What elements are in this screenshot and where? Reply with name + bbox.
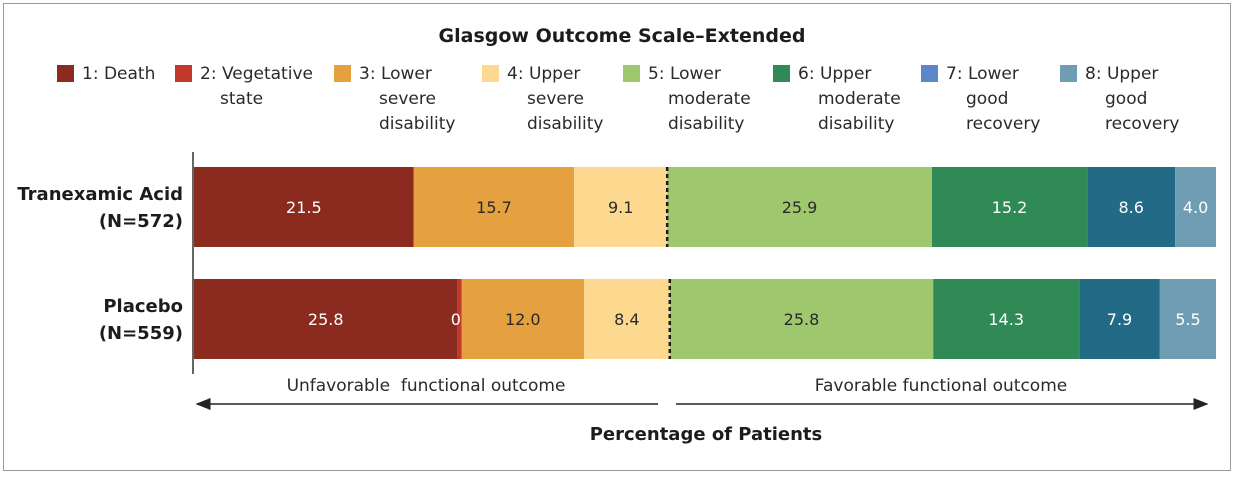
bar-segment	[194, 279, 458, 359]
data-label: 8.6	[1118, 198, 1143, 217]
legend-label: moderate	[668, 89, 751, 109]
data-label: 14.3	[988, 310, 1024, 329]
legend-label: 6: Upper	[798, 64, 871, 84]
data-label: 25.9	[782, 198, 818, 217]
bar-segment	[933, 279, 1080, 359]
data-label: 25.8	[308, 310, 344, 329]
bar-segment	[1087, 167, 1176, 247]
row-label: (N=572)	[99, 211, 183, 232]
bar-segment	[457, 279, 462, 359]
bar-segment	[1175, 167, 1216, 247]
unfavorable-outcome-label: Unfavorable functional outcome	[287, 376, 566, 396]
legend-label: 4: Upper	[507, 64, 580, 84]
data-label: 7.9	[1107, 310, 1132, 329]
legend-item: 7: Lower good recovery	[921, 64, 1040, 134]
legend-label: disability	[379, 114, 455, 134]
legend-label: recovery	[966, 114, 1040, 134]
legend-swatch	[334, 65, 351, 82]
legend-label: state	[220, 89, 263, 109]
bar-segment	[1079, 279, 1160, 359]
row-label: Tranexamic Acid	[17, 184, 183, 205]
legend-label: 7: Lower	[946, 64, 1019, 84]
x-axis-label: Percentage of Patients	[590, 424, 823, 445]
legend-swatch	[1060, 65, 1077, 82]
legend: 1: Death 2: Vegetative state 3: Lower severe…	[57, 64, 1179, 134]
chart-title: Glasgow Outcome Scale–Extended	[439, 25, 806, 47]
bar-segment	[931, 167, 1088, 247]
bar-segment	[669, 279, 934, 359]
data-label: 15.7	[476, 198, 512, 217]
legend-label: 1: Death	[82, 64, 155, 84]
bar-segment	[1159, 279, 1216, 359]
legend-label: disability	[527, 114, 603, 134]
data-label: 5.5	[1175, 310, 1200, 329]
legend-label: 8: Upper	[1085, 64, 1158, 84]
data-label: 4.0	[1183, 198, 1208, 217]
legend-label: recovery	[1105, 114, 1179, 134]
bar-segment	[584, 279, 670, 359]
row-label: Placebo	[103, 296, 183, 317]
legend-item: 5: Lower moderate disability	[623, 64, 751, 134]
legend-item: 4: Upper severe disability	[482, 64, 603, 134]
legend-item: 6: Upper moderate disability	[773, 64, 901, 134]
legend-swatch	[623, 65, 640, 82]
data-label: 15.2	[992, 198, 1028, 217]
legend-label: disability	[668, 114, 744, 134]
legend-label: disability	[818, 114, 894, 134]
legend-label: 5: Lower	[648, 64, 721, 84]
legend-item: 8: Upper good recovery	[1060, 64, 1179, 134]
data-label: 8.4	[614, 310, 639, 329]
legend-label: moderate	[818, 89, 901, 109]
legend-label: 2: Vegetative	[200, 64, 313, 84]
legend-item: 3: Lower severe disability	[334, 64, 455, 134]
legend-label: good	[966, 89, 1008, 109]
legend-swatch	[482, 65, 499, 82]
bar-row: Placebo(N=559)25.80.412.08.425.814.37.95…	[99, 279, 1216, 359]
bar-segment	[461, 279, 585, 359]
data-label: 9.1	[608, 198, 633, 217]
data-label: 12.0	[505, 310, 541, 329]
legend-label: good	[1105, 89, 1147, 109]
bar-row: Tranexamic Acid (N=572) 21.5 15.7 9.1 25.9 15.…	[17, 167, 1216, 247]
data-label: 21.5	[286, 198, 322, 217]
row-label: (N=559)	[99, 323, 183, 344]
bar-segment	[574, 167, 668, 247]
bar-segment	[413, 167, 575, 247]
legend-label: 3: Lower	[359, 64, 432, 84]
legend-label: severe	[379, 89, 436, 109]
bar-rows: Tranexamic Acid (N=572) 21.5 15.7 9.1 25.9 15.…	[17, 167, 1216, 359]
legend-swatch	[175, 65, 192, 82]
data-label: 25.8	[784, 310, 820, 329]
chart-frame	[3, 3, 1231, 471]
bar-segment	[667, 167, 932, 247]
bar-segment	[194, 167, 414, 247]
legend-item: 2: Vegetative state	[175, 64, 313, 109]
legend-item: 1: Death	[57, 64, 155, 84]
legend-swatch	[921, 65, 938, 82]
favorable-outcome-label: Favorable functional outcome	[815, 376, 1067, 396]
legend-swatch	[57, 65, 74, 82]
legend-swatch	[773, 65, 790, 82]
legend-label: severe	[527, 89, 584, 109]
